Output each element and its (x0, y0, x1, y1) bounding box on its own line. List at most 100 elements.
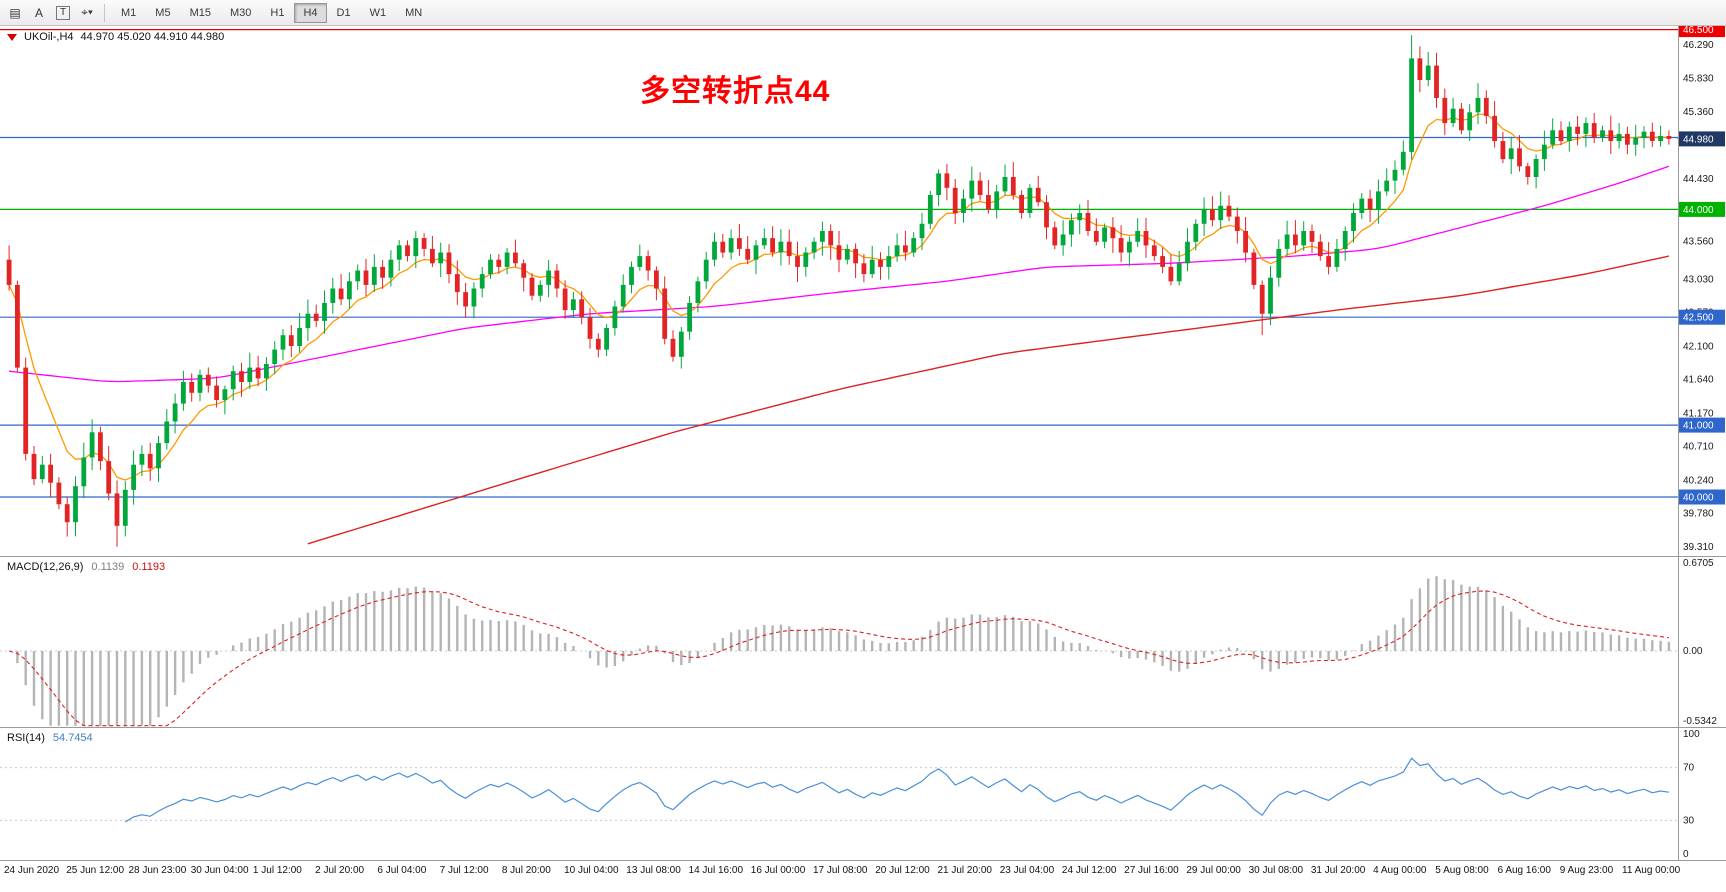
svg-text:45.830: 45.830 (1683, 73, 1714, 84)
ma-mid-line (9, 165, 1670, 383)
rsi-title: RSI(14) (7, 732, 45, 744)
toolbar: ▤ A T ⌖▾ M1 M5 M15 M30 H1 H4 D1 W1 MN (0, 0, 1726, 26)
time-label: 1 Jul 12:00 (252, 865, 302, 876)
label-tool-button[interactable]: A (34, 5, 43, 20)
ohlc-values: 44.970 45.020 44.910 44.980 (80, 31, 225, 43)
time-label: 9 Aug 23:00 (1559, 865, 1614, 876)
svg-text:46.500: 46.500 (1683, 26, 1714, 36)
macd-title: MACD(12,26,9) (7, 561, 84, 573)
time-label: 24 Jun 2020 (4, 865, 60, 876)
macd-signal-value: 0.1193 (132, 561, 166, 573)
macd-main-value: 0.1139 (91, 561, 125, 573)
timeframe-M5[interactable]: M5 (155, 6, 171, 19)
text-tool-button[interactable]: T (53, 3, 73, 23)
time-label: 24 Jul 12:00 (1061, 865, 1117, 876)
time-label: 8 Jul 20:00 (501, 865, 551, 876)
time-label: 4 Aug 00:00 (1373, 865, 1427, 876)
time-label: 30 Jul 08:00 (1248, 865, 1304, 876)
rsi-line (124, 757, 1669, 823)
sell-arrow-icon (7, 33, 17, 41)
macd-chart[interactable]: 0.6705 0.00 -0.5342 (0, 557, 1726, 727)
timeframe-H1[interactable]: H1 (270, 6, 285, 19)
chart-list-button[interactable]: ▤ (9, 5, 21, 20)
timeframe-W1[interactable]: W1 (369, 6, 387, 19)
svg-text:0.6705: 0.6705 (1683, 558, 1714, 569)
svg-text:41.170: 41.170 (1683, 408, 1714, 419)
svg-text:42.500: 42.500 (1683, 313, 1714, 324)
time-label: 30 Jun 04:00 (190, 865, 249, 876)
svg-text:70: 70 (1683, 763, 1695, 774)
svg-text:44.000: 44.000 (1683, 205, 1714, 216)
time-label: 27 Jul 16:00 (1124, 865, 1179, 876)
svg-text:46.290: 46.290 (1683, 40, 1714, 51)
svg-text:44.430: 44.430 (1683, 174, 1714, 185)
macd-panel[interactable]: 0.6705 0.00 -0.5342 MACD(12,26,9) 0.1139 0… (0, 556, 1726, 727)
svg-text:43.560: 43.560 (1683, 237, 1714, 248)
time-label: 31 Jul 20:00 (1310, 865, 1366, 876)
time-label: 17 Jul 08:00 (813, 865, 868, 876)
time-label: 21 Jul 20:00 (937, 865, 992, 876)
tool-group: ▤ A T ⌖▾ (5, 3, 97, 23)
time-label: 10 Jul 04:00 (564, 865, 619, 876)
svg-text:39.310: 39.310 (1683, 542, 1714, 553)
price-tag (1679, 201, 1725, 217)
timeframe-M15[interactable]: M15 (189, 6, 211, 19)
svg-text:42.100: 42.100 (1683, 342, 1714, 353)
svg-text:40.240: 40.240 (1683, 475, 1714, 486)
time-label: 25 Jun 12:00 (66, 865, 125, 876)
svg-text:0: 0 (1683, 849, 1689, 860)
shapes-dropdown-button[interactable]: ⌖▾ (81, 5, 93, 19)
rsi-chart[interactable]: 100 70 30 0 (0, 728, 1726, 860)
timeframe-H4[interactable]: H4 (294, 2, 327, 23)
timeframe-group: M1 M5 M15 M30 H1 H4 D1 W1 MN (112, 2, 431, 23)
macd-signal-line (8, 590, 1669, 727)
svg-text:-0.5342: -0.5342 (1683, 716, 1717, 727)
rsi-label: RSI(14) 54.7454 (7, 732, 93, 744)
timeframe-D1[interactable]: D1 (336, 6, 351, 19)
svg-text:43.030: 43.030 (1683, 275, 1714, 286)
time-label: 2 Jul 20:00 (315, 865, 365, 876)
svg-text:41.640: 41.640 (1683, 375, 1714, 386)
time-label: 28 Jun 23:00 (128, 865, 187, 876)
time-label: 11 Aug 00:00 (1622, 865, 1681, 876)
main-chart-panel[interactable]: 46.290 45.830 45.360 44.430 43.560 43.030 42.5… (0, 26, 1726, 556)
svg-text:40.710: 40.710 (1683, 441, 1714, 452)
time-label: 23 Jul 04:00 (999, 865, 1055, 876)
svg-text:39.780: 39.780 (1683, 508, 1714, 519)
symbol-label: UKOil-,H4 (24, 31, 74, 43)
svg-text:0.00: 0.00 (1683, 646, 1703, 657)
price-tag (1679, 489, 1725, 505)
timeframe-M30[interactable]: M30 (229, 6, 252, 19)
chart-annotation[interactable]: 多空转折点44 (640, 75, 831, 108)
price-scale[interactable]: 46.290 45.830 45.360 44.430 43.560 43.030 42.5… (1679, 26, 1725, 553)
price-tag (1679, 309, 1725, 325)
macd-label: MACD(12,26,9) 0.1139 0.1193 (7, 561, 165, 573)
svg-text:30: 30 (1683, 815, 1695, 826)
time-label: 7 Jul 12:00 (439, 865, 489, 876)
time-label: 6 Aug 16:00 (1497, 865, 1551, 876)
time-label: 13 Jul 08:00 (626, 865, 681, 876)
ma-slow-line (307, 255, 1670, 545)
time-label: 6 Jul 04:00 (377, 865, 427, 876)
price-tag (1679, 26, 1725, 38)
timeframe-MN[interactable]: MN (405, 6, 423, 19)
svg-text:40.000: 40.000 (1683, 493, 1714, 504)
macd-histogram (16, 576, 1671, 726)
rsi-value: 54.7454 (52, 732, 93, 744)
price-chart[interactable]: 46.290 45.830 45.360 44.430 43.560 43.030 42.5… (0, 26, 1726, 556)
price-tag (1679, 131, 1725, 147)
svg-text:45.360: 45.360 (1683, 107, 1714, 118)
time-label: 16 Jul 00:00 (750, 865, 806, 876)
rsi-panel[interactable]: 100 70 30 0 RSI(14) 54.7454 (0, 727, 1726, 860)
svg-text:44.980: 44.980 (1683, 134, 1714, 145)
svg-text:100: 100 (1683, 729, 1700, 740)
timeframe-M1[interactable]: M1 (121, 6, 137, 19)
symbol-info: UKOil-,H4 44.970 45.020 44.910 44.980 (7, 31, 224, 43)
price-tag (1679, 417, 1725, 433)
time-label: 5 Aug 08:00 (1435, 865, 1489, 876)
svg-text:41.000: 41.000 (1683, 421, 1714, 432)
time-label: 29 Jul 00:00 (1186, 865, 1241, 876)
time-label: 20 Jul 12:00 (875, 865, 930, 876)
time-axis[interactable]: 24 Jun 2020 25 Jun 12:00 28 Jun 23:00 30 Ju… (0, 860, 1726, 892)
